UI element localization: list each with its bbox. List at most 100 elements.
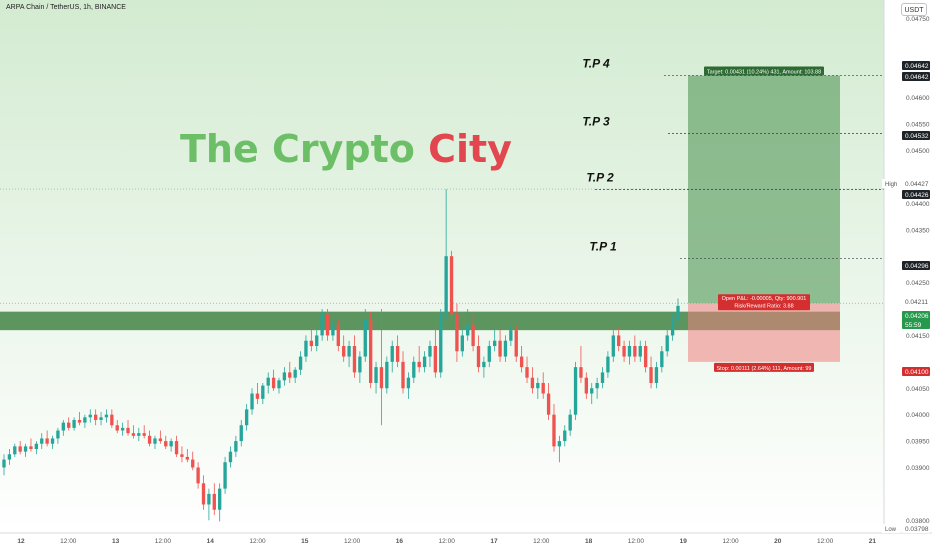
price-tick-label: 0.04750 [906, 16, 930, 23]
candle [611, 335, 615, 357]
price-label-bg [902, 179, 930, 188]
candle [212, 493, 216, 510]
candle [142, 433, 146, 436]
price-tick-label: 0.04000 [906, 412, 930, 419]
time-tick-label: 19 [680, 538, 688, 545]
candle [185, 456, 189, 460]
candle [347, 346, 351, 357]
candle [304, 340, 308, 357]
price-tick-label: 0.04150 [906, 333, 930, 340]
take-profit-label: T.P 1 [589, 239, 617, 253]
price-tick-label: 0.04250 [906, 280, 930, 287]
time-tick-label: 12:00 [155, 538, 172, 545]
price-label-bg [902, 61, 930, 70]
price-label: 0.04206 [905, 313, 929, 320]
candle [201, 483, 206, 505]
candle [600, 372, 605, 383]
candle [455, 314, 459, 352]
time-tick-label: 12:00 [439, 538, 456, 545]
candle [466, 324, 470, 336]
target-label: Target: 0.00431 (10.24%) 431, Amount: 10… [707, 70, 821, 76]
candle [331, 324, 335, 336]
candle [72, 419, 76, 428]
candle [363, 319, 367, 357]
candle [633, 346, 637, 357]
candle [422, 356, 427, 368]
candle [670, 319, 675, 336]
candle [29, 446, 33, 450]
time-axis-bg [0, 533, 932, 550]
candle [412, 361, 416, 378]
candle [595, 382, 599, 389]
candle [374, 367, 378, 383]
price-label-bg [902, 72, 930, 81]
candle [320, 314, 324, 336]
price-label: 0.04532 [905, 133, 929, 140]
price-tick-label: 0.04400 [906, 201, 930, 208]
candle [228, 451, 233, 463]
time-tick-label: 12:00 [722, 538, 739, 545]
candle [137, 433, 141, 436]
candle [487, 346, 491, 362]
price-prefix: High [885, 182, 897, 188]
price-tick-label: 0.04350 [906, 227, 930, 234]
time-tick-label: 12:00 [344, 538, 361, 545]
candle [77, 419, 82, 423]
candle [18, 446, 22, 452]
currency-button[interactable]: USDT [901, 3, 927, 16]
candle [261, 385, 265, 399]
candle [250, 393, 254, 410]
price-label: 0.04426 [905, 192, 929, 199]
candle [622, 346, 626, 357]
candle [417, 361, 421, 368]
candle [271, 377, 276, 389]
candle [34, 443, 39, 450]
candle [385, 361, 389, 389]
candle [584, 377, 589, 394]
candle [115, 425, 119, 431]
price-label-bg [902, 297, 930, 306]
candle [191, 459, 195, 468]
time-tick-label: 12:00 [628, 538, 645, 545]
candle [207, 493, 211, 505]
candle [104, 414, 109, 418]
candle [444, 256, 448, 315]
candle [606, 356, 610, 373]
candle [99, 417, 103, 420]
pnl-label: Open P&L: -0.00005, Qty: 900.901 [722, 296, 807, 302]
candle [196, 467, 200, 484]
price-label-bg [902, 131, 930, 140]
candle [342, 346, 346, 357]
price-label-bg [902, 524, 930, 533]
candle [40, 438, 44, 444]
candle [552, 414, 556, 447]
candle [158, 438, 163, 442]
price-label: 0.04427 [905, 181, 929, 188]
candle [568, 414, 572, 431]
candle [557, 441, 562, 447]
candle [336, 324, 340, 347]
symbol-title: ARPA Chain / TetherUS, 1h, BINANCE [6, 4, 126, 11]
countdown-label: 55:59 [905, 322, 922, 329]
price-tick-label: 0.03800 [906, 518, 930, 525]
candle [525, 367, 529, 378]
price-label-bg [902, 367, 930, 376]
candle [627, 346, 632, 357]
candle [239, 425, 243, 442]
candle [298, 356, 303, 370]
candle [665, 335, 669, 352]
price-label: 0.04296 [905, 263, 929, 270]
candle [110, 414, 114, 426]
candle [325, 314, 330, 336]
candle [164, 441, 168, 447]
candle [315, 335, 319, 347]
candle [493, 340, 497, 347]
candle [573, 367, 578, 415]
price-prefix-bg [882, 179, 900, 188]
candle [503, 340, 508, 357]
candle [460, 335, 464, 352]
candle [476, 346, 481, 368]
candle [638, 346, 642, 357]
